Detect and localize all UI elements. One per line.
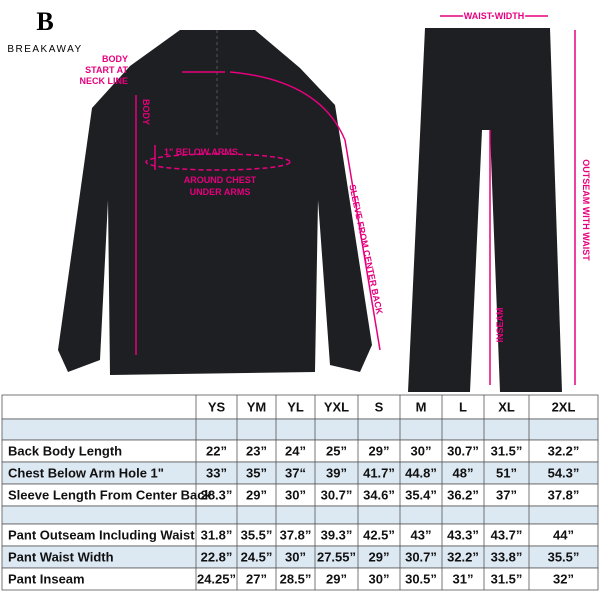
cell-value: 36.2”	[447, 487, 479, 502]
column-header: YM	[247, 399, 267, 414]
annotation: 1" BELOW ARMS	[164, 147, 238, 157]
row-label: Sleeve Length From Center Back	[8, 487, 212, 502]
cell-value: 22”	[206, 443, 227, 458]
cell-value: 30.5”	[405, 571, 437, 586]
annotation: START AT	[85, 65, 128, 75]
cell-value: 43.3”	[447, 527, 479, 542]
cell-value: 51”	[496, 465, 517, 480]
cell-value: 30”	[411, 443, 432, 458]
cell-value: 30.7”	[321, 487, 353, 502]
annotation: INSEAM	[495, 307, 505, 342]
cell-value: 32.2”	[447, 549, 479, 564]
annotation: BODY	[141, 99, 151, 125]
cell-value: 34.6”	[363, 487, 395, 502]
cell-value: 30.7”	[447, 443, 479, 458]
pant-guide	[440, 15, 576, 385]
annotation: WAIST WIDTH	[464, 11, 525, 21]
cell-value: 44.8”	[405, 465, 437, 480]
column-header: S	[375, 399, 384, 414]
row-label: Back Body Length	[8, 443, 122, 458]
cell-value: 32”	[553, 571, 574, 586]
column-header: XL	[498, 399, 515, 414]
annotation: BODY START AT NECK LINE	[79, 54, 128, 86]
logo-text: BREAKAWAY	[7, 44, 82, 55]
table-row	[1, 567, 599, 591]
cell-value: 44”	[553, 527, 574, 542]
cell-value: 29”	[246, 487, 267, 502]
cell-value: 24.25”	[197, 571, 236, 586]
column-header: L	[459, 399, 467, 414]
cell-value: 37.8”	[280, 527, 312, 542]
cell-value: 41.7”	[363, 465, 395, 480]
annotation: OUTSEAM WITH WAIST	[581, 159, 591, 261]
sleeve-guide	[229, 71, 381, 351]
table-row	[1, 418, 599, 441]
cell-value: 39”	[326, 465, 347, 480]
size-table: YS YM YL YXL S M L XL 2XL Back Body Length 22” 23” 2…	[1, 394, 599, 591]
cell-value: 30”	[285, 549, 306, 564]
cell-value: 39.3”	[321, 527, 353, 542]
cell-value: 29”	[369, 549, 390, 564]
annotation: AROUND CHEST UNDER ARMS	[184, 175, 257, 197]
cell-value: 35.5”	[548, 549, 580, 564]
cell-value: 35”	[246, 465, 267, 480]
cell-value: 30.7”	[405, 549, 437, 564]
cell-value: 37“	[285, 465, 306, 480]
cell-value: 43.7”	[491, 527, 523, 542]
cell-value: 24.5”	[241, 549, 273, 564]
annotation: BODY	[102, 54, 128, 64]
column-header: 2XL	[552, 399, 576, 414]
cell-value: 29”	[326, 571, 347, 586]
cell-value: 24”	[285, 443, 306, 458]
cell-value: 28.3”	[201, 487, 233, 502]
pants	[408, 28, 562, 392]
cell-value: 35.5”	[241, 527, 273, 542]
column-header: M	[416, 399, 427, 414]
cell-value: 54.3”	[548, 465, 580, 480]
logo-mark: B	[36, 7, 53, 36]
annotation: AROUND CHEST	[184, 175, 257, 185]
cell-value: 48”	[453, 465, 474, 480]
row-label: Chest Below Arm Hole 1"	[8, 465, 164, 480]
logo: B BREAKAWAY	[7, 7, 82, 55]
cell-value: 25”	[326, 443, 347, 458]
chest-guide	[145, 153, 291, 171]
row-label: Pant Outseam Including Waist	[8, 527, 195, 542]
cell-value: 37”	[496, 487, 517, 502]
cell-value: 29”	[369, 443, 390, 458]
column-header: YL	[287, 399, 304, 414]
cell-value: 28.5”	[280, 571, 312, 586]
column-header: YXL	[324, 399, 349, 414]
cell-value: 31.5”	[491, 443, 523, 458]
cell-value: 32.2”	[548, 443, 580, 458]
cell-value: 27”	[246, 571, 267, 586]
cell-value: 23”	[246, 443, 267, 458]
row-label: Pant Waist Width	[8, 549, 114, 564]
cell-value: 31.5”	[491, 571, 523, 586]
cell-value: 30”	[285, 487, 306, 502]
table-row	[1, 505, 599, 525]
cell-value: 43”	[411, 527, 432, 542]
row-label: Pant Inseam	[8, 571, 85, 586]
cell-value: 37.8”	[548, 487, 580, 502]
cell-value: 27.55”	[317, 549, 356, 564]
cell-value: 22.8”	[201, 549, 233, 564]
cell-value: 30”	[369, 571, 390, 586]
cell-value: 31.8”	[201, 527, 233, 542]
cell-value: 35.4”	[405, 487, 437, 502]
column-header: YS	[208, 399, 226, 414]
annotation: NECK LINE	[79, 76, 128, 86]
cell-value: 31”	[453, 571, 474, 586]
annotation: UNDER ARMS	[190, 187, 251, 197]
cell-value: 33”	[206, 465, 227, 480]
cell-value: 33.8”	[491, 549, 523, 564]
table-row	[1, 394, 599, 420]
cell-value: 42.5”	[363, 527, 395, 542]
